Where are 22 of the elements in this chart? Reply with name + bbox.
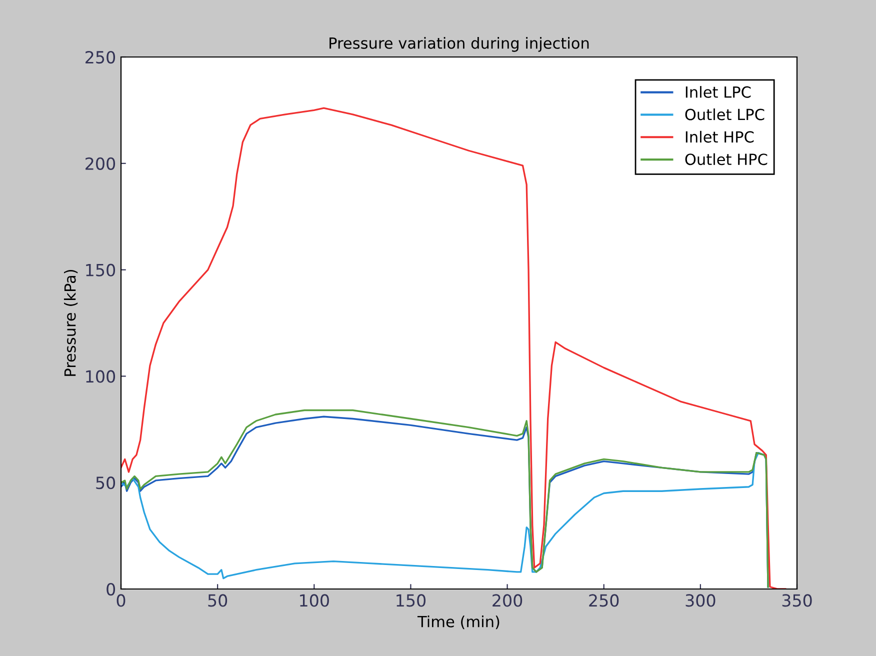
x-tick-label: 100 — [300, 594, 329, 607]
x-tick-label: 250 — [589, 594, 619, 607]
legend-label: Outlet LPC — [685, 108, 764, 120]
line-series — [121, 107, 786, 589]
x-axis-title: Time (min) — [417, 616, 500, 630]
y-tick-label: 200 — [86, 157, 116, 170]
y-tick-label: 50 — [96, 476, 116, 490]
y-tick-label: 100 — [86, 370, 116, 383]
y-tick-label: 150 — [86, 264, 116, 276]
x-tick-label: 200 — [492, 594, 522, 607]
y-tick-label: 0 — [106, 582, 116, 596]
chart-title: Pressure variation during injection — [330, 37, 589, 52]
x-tick-label: 150 — [396, 594, 426, 607]
y-tick-label: 250 — [86, 50, 116, 64]
y-axis-title: Pressure (kPa) — [64, 270, 78, 376]
x-tick-label: 0 — [116, 594, 126, 607]
x-tick-label: 350 — [782, 594, 812, 607]
x-tick-label: 50 — [208, 594, 228, 607]
legend-label: Outlet HPC — [685, 153, 768, 166]
legend-label: Inlet LPC — [686, 86, 751, 98]
legend-label: Inlet HPC — [686, 130, 754, 143]
x-tick-label: 300 — [686, 594, 716, 607]
